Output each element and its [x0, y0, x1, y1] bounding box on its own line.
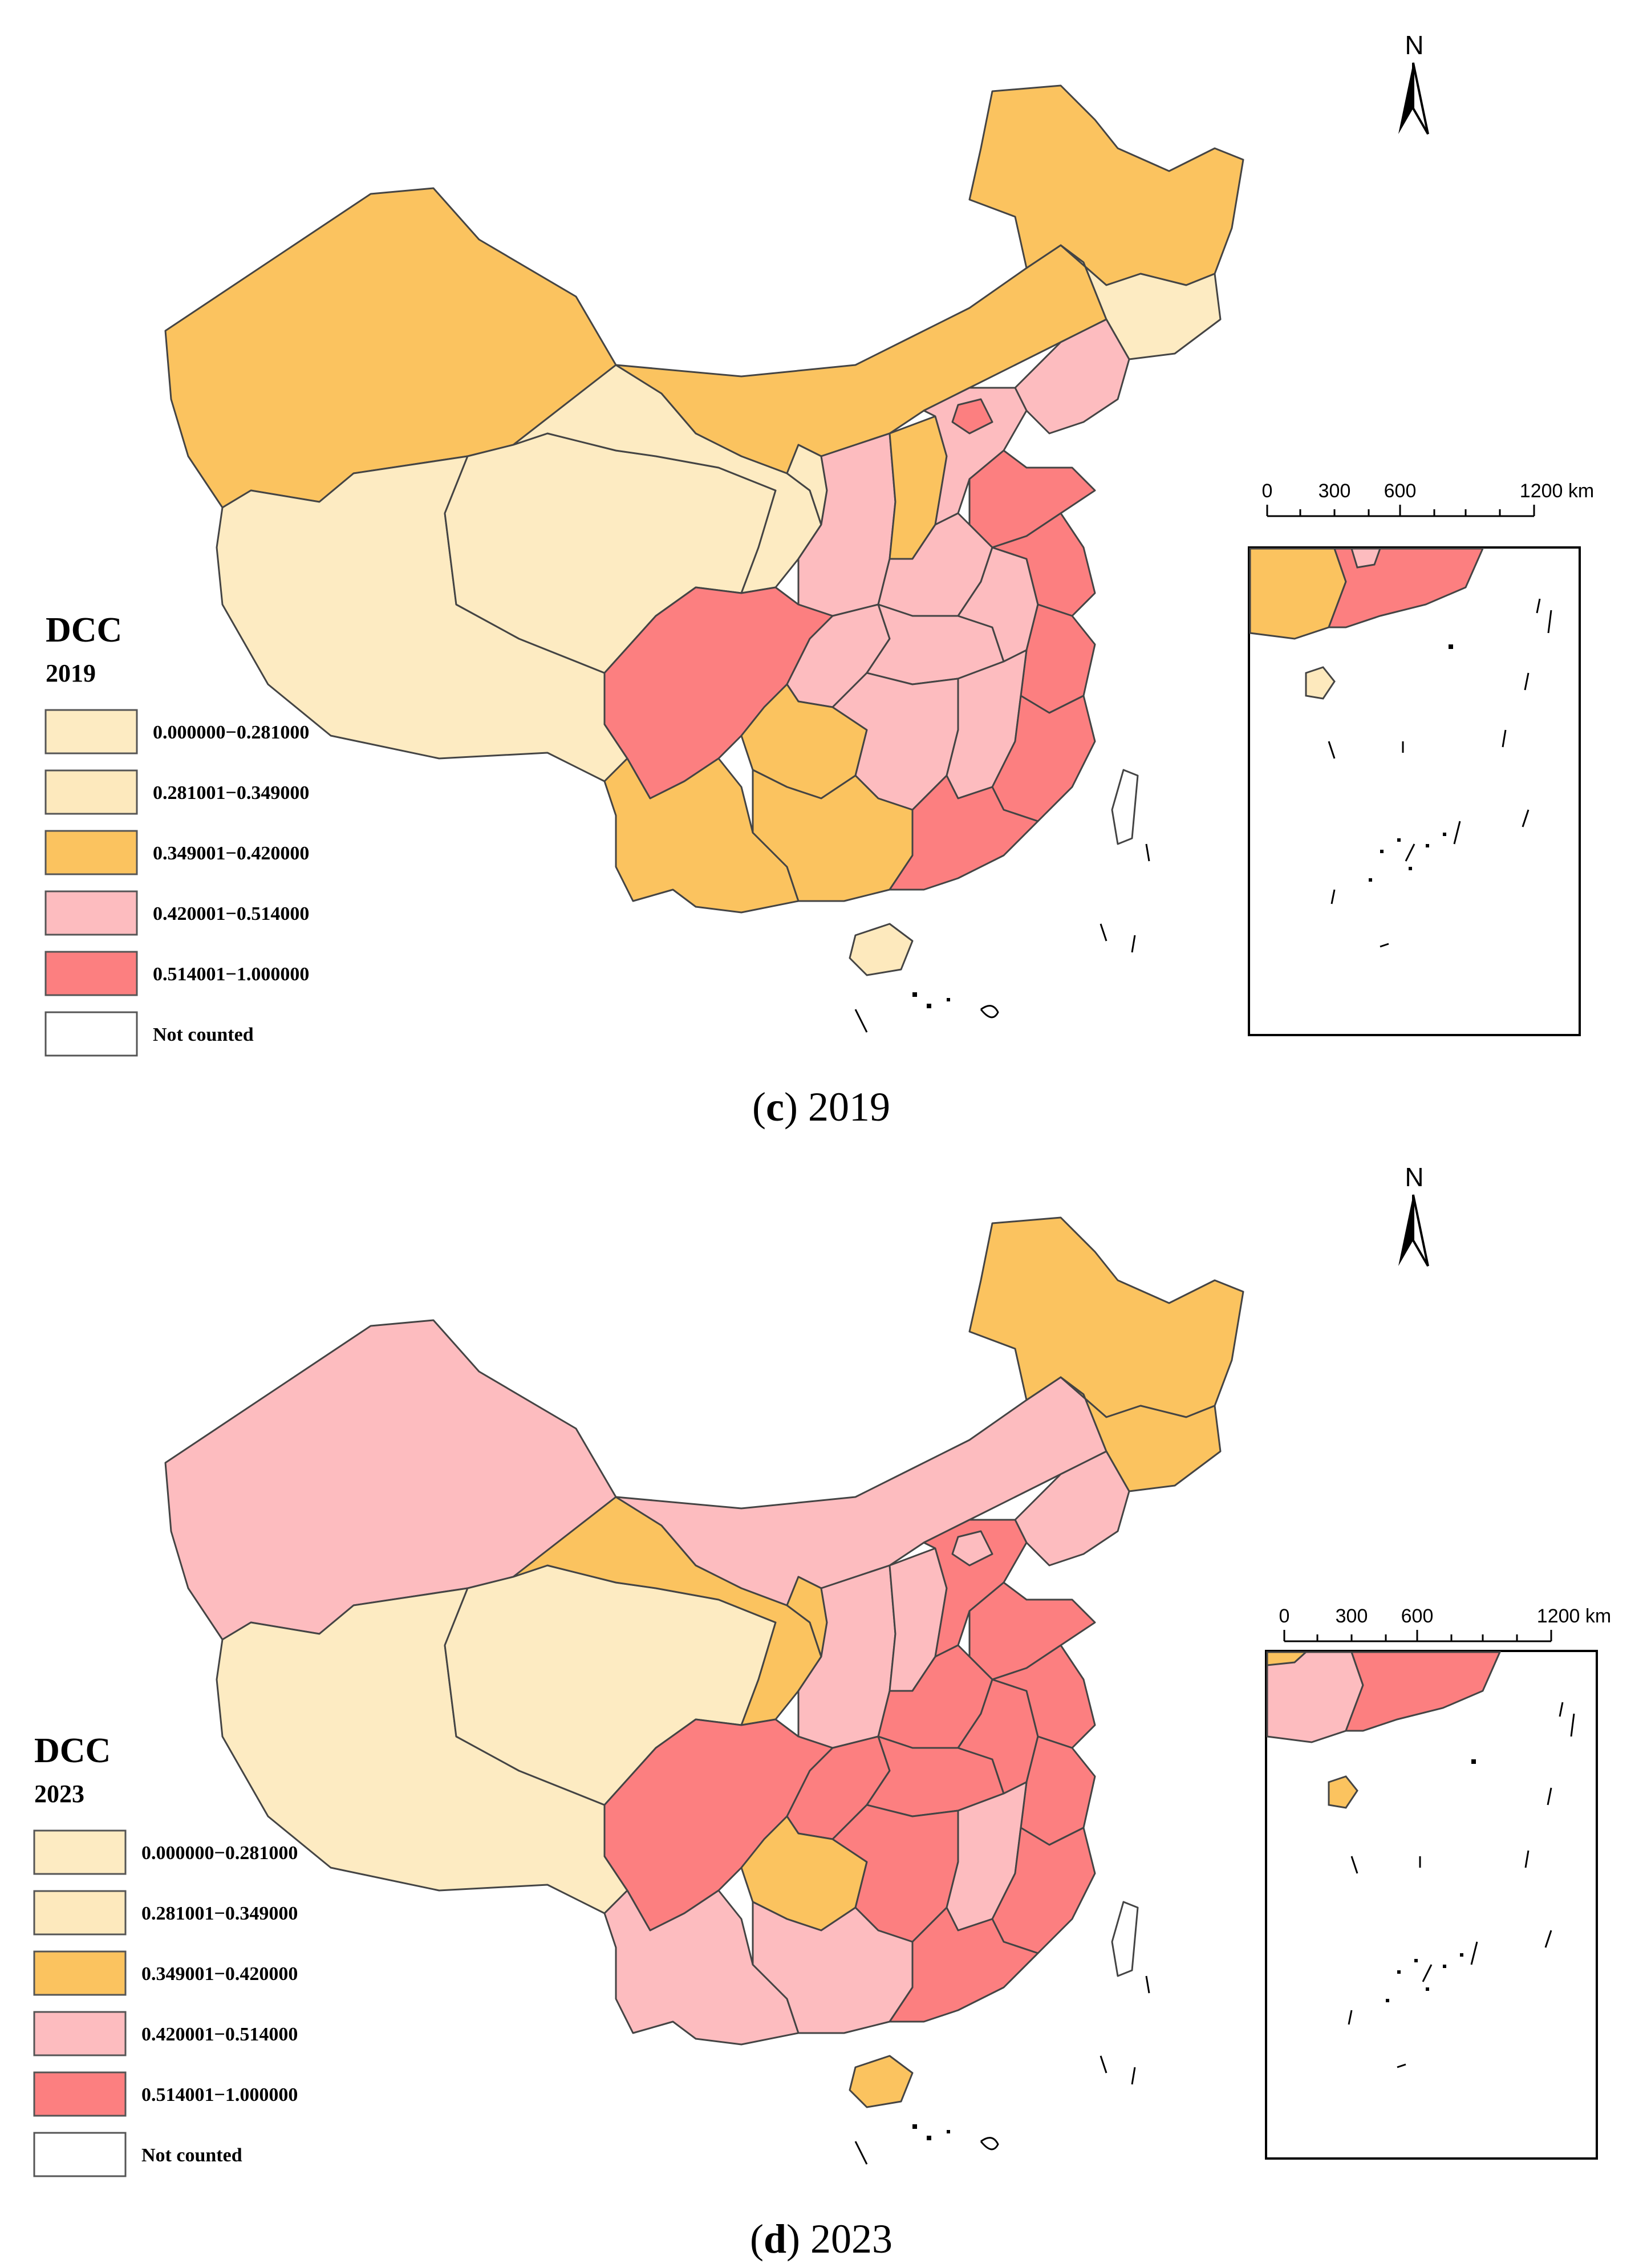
- legend-swatch: [44, 1011, 138, 1057]
- legend-swatch: [33, 1950, 127, 1996]
- scale-bar: 0 300 600 1200 km: [1279, 1605, 1611, 1642]
- region-hainan: [849, 923, 914, 976]
- north-arrow: N: [1398, 30, 1429, 135]
- south-china-sea-inset: [1265, 1650, 1598, 2160]
- region-beijing: [951, 398, 993, 435]
- legend-swatch: [44, 830, 138, 875]
- legend-title: DCC: [46, 611, 122, 650]
- south-china-sea-inset: [1248, 546, 1581, 1036]
- legend-title: DCC: [34, 1731, 111, 1770]
- legend-swatch: [33, 1890, 127, 1936]
- panel-caption: (d) 2023: [750, 2216, 893, 2262]
- legend-swatch: [44, 890, 138, 936]
- scale-bar: 0 300 600 1200 km: [1262, 480, 1594, 517]
- region-hainan: [849, 2055, 914, 2108]
- legend-label: 0.000000−0.281000: [153, 722, 309, 743]
- legend-label: 0.281001−0.349000: [141, 1903, 298, 1924]
- legend-label: 0.281001−0.349000: [153, 782, 309, 804]
- legend-swatch: [33, 2071, 127, 2117]
- legend-swatch: [44, 709, 138, 754]
- north-arrow: N: [1398, 1162, 1429, 1267]
- legend-swatch: [33, 2011, 127, 2056]
- region-inner-mongolia: [615, 1376, 1107, 1606]
- south-sea-islands: [854, 843, 1150, 1033]
- scale-tick-0: 0: [1279, 1605, 1290, 1627]
- region-fujian: [991, 1827, 1096, 1954]
- region-fujian: [991, 695, 1096, 822]
- region-inner-mongolia: [615, 244, 1107, 474]
- scale-tick-600: 600: [1401, 1605, 1434, 1627]
- legend-swatch: [44, 769, 138, 815]
- legend-year: 2023: [34, 1780, 84, 1808]
- caption-year: 2023: [810, 2216, 893, 2262]
- legend: DCC 2023 0.000000−0.281000 0.281001−0.349…: [33, 1731, 298, 2177]
- legend-label: Not counted: [141, 2145, 242, 2166]
- legend-label: 0.514001−1.000000: [141, 2084, 298, 2105]
- region-heilongjiang: [968, 84, 1244, 286]
- region-guangdong: [889, 1906, 1039, 2023]
- region-taiwan: [1111, 769, 1139, 845]
- scale-end-label: 1200 km: [1537, 1605, 1611, 1627]
- region-taiwan: [1111, 1901, 1139, 1977]
- scale-end-label: 1200 km: [1520, 480, 1594, 502]
- legend-swatch: [33, 1829, 127, 1875]
- region-jiangsu: [991, 512, 1096, 617]
- legend-label: Not counted: [153, 1024, 254, 1045]
- scale-tick-0: 0: [1262, 480, 1273, 502]
- north-label: N: [1405, 30, 1423, 60]
- legend-swatch: [44, 951, 138, 996]
- south-sea-islands: [854, 1975, 1150, 2165]
- region-jilin: [1060, 244, 1222, 360]
- caption-year: 2019: [808, 1084, 890, 1130]
- region-heilongjiang: [968, 1216, 1244, 1418]
- caption-letter: c: [766, 1084, 784, 1130]
- caption-letter: d: [764, 2216, 786, 2262]
- legend: DCC 2019 0.000000−0.281000 0.281001−0.349…: [44, 611, 309, 1057]
- region-yunnan: [603, 1889, 800, 2046]
- scale-tick-300: 300: [1336, 1605, 1368, 1627]
- region-yunnan: [603, 757, 800, 914]
- legend-label: 0.514001−1.000000: [153, 964, 309, 985]
- north-label: N: [1405, 1162, 1423, 1192]
- legend-label: 0.349001−0.420000: [141, 1963, 298, 1985]
- region-jiangsu: [991, 1644, 1096, 1749]
- panel-caption: (c) 2019: [752, 1084, 890, 1130]
- region-jilin: [1060, 1376, 1222, 1492]
- region-guangdong: [889, 774, 1039, 891]
- scale-tick-300: 300: [1319, 480, 1351, 502]
- legend-label: 0.420001−0.514000: [141, 2024, 298, 2045]
- legend-label: 0.000000−0.281000: [141, 1843, 298, 1864]
- map-panel-2023: N: [33, 1162, 1611, 2262]
- legend-swatch: [33, 2132, 127, 2177]
- scale-tick-600: 600: [1384, 480, 1417, 502]
- legend-label: 0.420001−0.514000: [153, 903, 309, 924]
- legend-label: 0.349001−0.420000: [153, 843, 309, 864]
- map-panel-2019: N: [44, 30, 1594, 1130]
- legend-year: 2019: [46, 659, 96, 687]
- region-beijing: [951, 1530, 993, 1567]
